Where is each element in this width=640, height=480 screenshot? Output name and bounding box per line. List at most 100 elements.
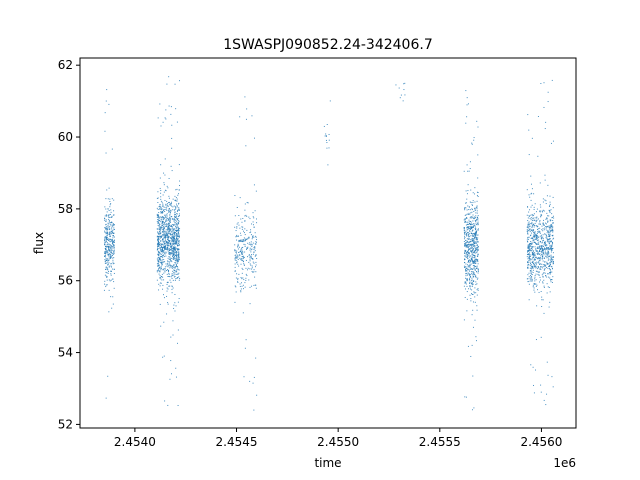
data-point [546, 393, 548, 395]
data-point [241, 282, 243, 284]
data-point [472, 248, 474, 250]
data-point [474, 319, 476, 321]
data-point [169, 229, 171, 231]
data-point [105, 266, 107, 268]
data-point [468, 252, 470, 254]
data-point [106, 276, 108, 278]
data-point [477, 241, 479, 243]
data-point [474, 250, 476, 252]
data-point [466, 198, 468, 200]
data-point [248, 261, 250, 263]
data-point [164, 117, 166, 119]
data-point [534, 232, 536, 234]
data-point [544, 174, 546, 176]
data-point [172, 267, 174, 269]
data-point [467, 170, 469, 172]
data-point [249, 286, 251, 288]
data-point [474, 268, 476, 270]
data-point [106, 251, 108, 253]
data-point [469, 277, 471, 279]
data-point [540, 247, 542, 249]
data-point [163, 206, 165, 208]
data-point [108, 223, 110, 225]
data-point [469, 259, 471, 261]
data-point [107, 250, 109, 252]
data-point [176, 251, 178, 253]
data-point [539, 241, 541, 243]
data-point [168, 202, 170, 204]
data-point [112, 244, 114, 246]
data-point [476, 283, 478, 285]
data-point [532, 268, 534, 270]
data-point [533, 193, 535, 195]
data-point [165, 246, 167, 248]
data-point [533, 233, 535, 235]
data-point [162, 194, 164, 196]
data-point [535, 263, 537, 265]
data-point [176, 203, 178, 205]
data-point [168, 232, 170, 234]
data-point [473, 139, 475, 141]
data-point [236, 250, 238, 252]
data-point [548, 243, 550, 245]
data-point [164, 199, 166, 201]
data-point [535, 285, 537, 287]
data-point [548, 233, 550, 235]
data-point [109, 204, 111, 206]
data-point [105, 268, 107, 270]
data-point [178, 240, 180, 242]
data-point [541, 225, 543, 227]
data-point [176, 230, 178, 232]
data-point [471, 268, 473, 270]
data-point [472, 217, 474, 219]
data-point [247, 238, 249, 240]
data-point [529, 209, 531, 211]
data-point [169, 210, 171, 212]
data-point [472, 254, 474, 256]
data-point [545, 226, 547, 228]
data-point [551, 376, 553, 378]
data-point [158, 212, 160, 214]
data-point [529, 256, 530, 258]
data-point [167, 226, 169, 228]
data-point [178, 257, 180, 259]
data-point [526, 267, 528, 269]
data-point [172, 279, 174, 281]
data-point [162, 255, 164, 257]
data-point [156, 228, 158, 230]
data-point [173, 274, 175, 276]
data-point [472, 261, 474, 263]
data-point [532, 257, 534, 259]
data-point [464, 255, 466, 257]
data-point [172, 287, 174, 289]
data-point [475, 250, 477, 252]
data-point [475, 340, 477, 342]
data-point [467, 273, 469, 275]
data-point [175, 305, 177, 307]
data-point [472, 220, 474, 222]
data-point [541, 306, 543, 308]
data-point [113, 262, 115, 264]
data-point [170, 165, 172, 167]
data-point [467, 268, 469, 270]
data-point [543, 285, 545, 287]
data-point [549, 205, 551, 207]
data-point [164, 158, 166, 160]
data-point [464, 281, 466, 283]
data-point [164, 243, 166, 245]
data-point [547, 230, 549, 232]
data-point [467, 257, 469, 259]
data-point [468, 248, 470, 250]
data-point [537, 225, 539, 227]
data-point [247, 242, 249, 244]
data-point [108, 246, 110, 248]
data-point [543, 82, 545, 84]
data-point [253, 269, 255, 271]
data-point [108, 253, 110, 255]
data-point [471, 257, 473, 259]
data-point [159, 267, 161, 269]
data-point [110, 239, 112, 241]
data-point [465, 275, 467, 277]
data-point [157, 245, 159, 247]
data-point [173, 272, 175, 274]
